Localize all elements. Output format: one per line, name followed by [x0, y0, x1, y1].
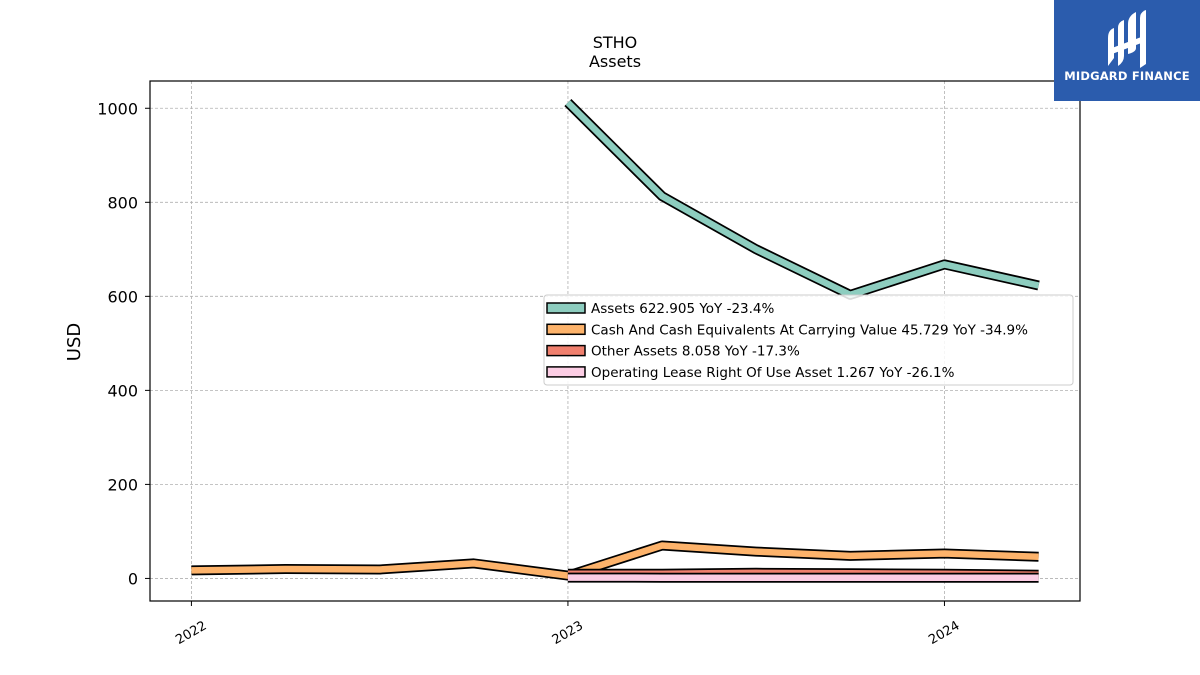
x-tick-label: 2022 [173, 618, 209, 648]
x-tick-label: 2023 [550, 618, 586, 648]
chart-title: STHO [593, 33, 638, 52]
legend-swatch [546, 302, 586, 314]
legend-swatch [546, 344, 586, 357]
midgard-logo-icon [1108, 10, 1146, 68]
midgard-finance-logo: MIDGARD FINANCE [1054, 0, 1200, 101]
logo-text: MIDGARD FINANCE [1064, 69, 1190, 83]
legend-label: Cash And Cash Equivalents At Carrying Va… [591, 322, 1028, 338]
y-tick-label: 1000 [97, 99, 138, 118]
grid [150, 81, 1080, 601]
legend-label: Operating Lease Right Of Use Asset 1.267… [591, 365, 955, 381]
series-layer [191, 99, 1040, 583]
chart-subtitle: Assets [589, 52, 641, 71]
y-tick-label: 0 [128, 569, 138, 588]
y-tick-label: 200 [107, 475, 138, 494]
series-outline [564, 99, 1040, 300]
y-axis-label: USD [64, 323, 85, 361]
series-assets [564, 99, 1040, 300]
y-tick-label: 600 [107, 287, 138, 306]
legend-label: Assets 622.905 YoY -23.4% [591, 301, 775, 317]
legend-swatch [546, 323, 586, 336]
plot-frame [149, 80, 1081, 602]
series-line [191, 542, 1039, 579]
legend-box [543, 294, 1074, 386]
y-tick-label: 400 [107, 381, 138, 400]
series-line [565, 100, 1040, 299]
legend-label: Other Assets 8.058 YoY -17.3% [591, 344, 800, 360]
legend: Assets 622.905 YoY -23.4% Cash And Cash E… [543, 294, 1074, 386]
legend-swatch [546, 366, 586, 378]
series-cash-and-cash-equivalents-at-carrying-value [191, 540, 1039, 581]
y-tick-label: 800 [107, 193, 138, 212]
x-tick-label: 2024 [926, 618, 962, 648]
